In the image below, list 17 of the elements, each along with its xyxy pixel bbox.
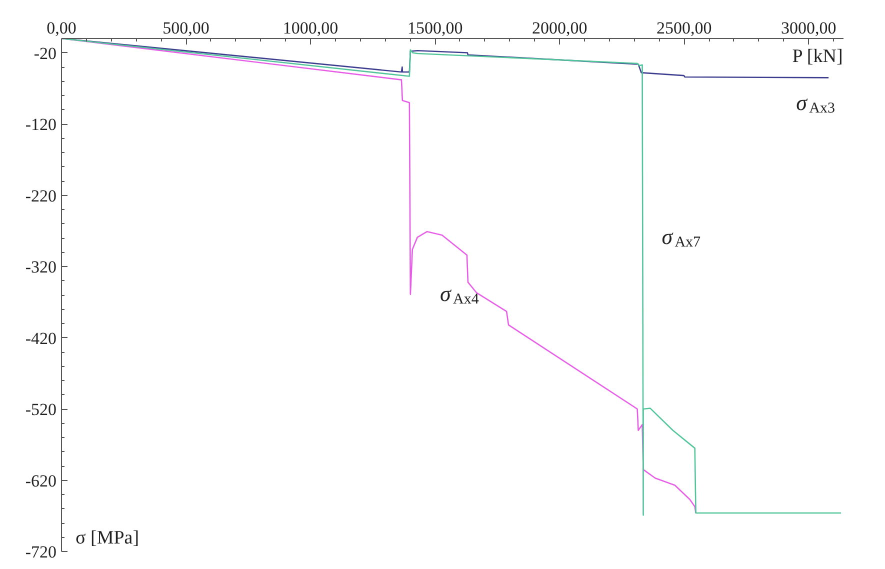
y-tick-label: -720 bbox=[25, 542, 57, 562]
y-tick-label: -620 bbox=[25, 471, 57, 490]
y-tick-label: -120 bbox=[25, 115, 57, 134]
x-tick-label: 0,00 bbox=[46, 18, 76, 38]
y-axis-title: σ [MPa] bbox=[76, 528, 140, 548]
x-tick-label: 1500,00 bbox=[407, 18, 463, 38]
x-tick-label: 3000,00 bbox=[781, 18, 836, 38]
y-tick-label: -20 bbox=[34, 44, 57, 63]
y-tick-label: -420 bbox=[25, 328, 57, 348]
x-tick-label: 2500,00 bbox=[656, 18, 712, 38]
x-tick-label: 1000,00 bbox=[282, 18, 338, 38]
y-tick-label: -220 bbox=[25, 186, 57, 206]
x-tick-label: 500,00 bbox=[162, 18, 210, 38]
y-tick-label: -320 bbox=[25, 258, 57, 276]
x-tick-label: 2000,00 bbox=[532, 18, 588, 38]
x-axis-title: P [kN] bbox=[792, 46, 843, 67]
y-tick-label: -520 bbox=[25, 400, 57, 419]
